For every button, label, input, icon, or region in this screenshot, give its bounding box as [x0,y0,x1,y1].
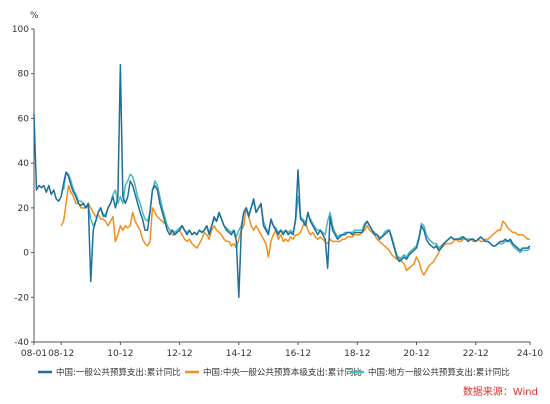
y-tick-label: 60 [18,114,30,124]
legend: 中国:一般公共预算支出:累计同比 中国:中央一般公共预算本级支出:累计同比 中国:地… [38,367,510,378]
x-tick-label: 08-01 [21,349,47,359]
x-tick-label: 16-12 [285,349,311,359]
data-source-note: 数据来源：Wind [462,387,538,398]
x-axis-ticks: 08-01 08-12 10-12 12-12 14-12 16-12 18-12 20-12… [21,342,543,359]
y-tick-label: 100 [12,25,29,35]
y-axis-ticks: 100 80 60 40 20 0 -20 -40 [12,25,34,348]
series-lines [33,64,531,299]
series-line-1 [33,64,531,299]
y-tick-label: -40 [14,338,29,348]
legend-item-1: 中国:一般公共预算支出:累计同比 [38,367,181,378]
y-tick-label: 20 [18,204,30,214]
y-tick-label: 80 [18,70,30,80]
y-tick-label: -20 [14,293,29,303]
x-tick-label: 10-12 [107,349,133,359]
x-tick-label: 22-12 [463,349,489,359]
x-tick-label: 18-12 [344,349,370,359]
x-tick-label: 08-12 [48,349,74,359]
legend-label: 中国:中央一般公共预算本级支出:累计同比 [203,367,362,378]
y-tick-label: 0 [23,249,29,259]
axes [33,29,530,343]
x-tick-label: 20-12 [403,349,429,359]
legend-item-3: 中国:地方一般公共预算支出:累计同比 [350,367,510,378]
legend-item-2: 中国:中央一般公共预算本级支出:累计同比 [185,367,362,378]
y-axis-unit-label: % [30,11,39,21]
x-tick-label: 24-10 [517,349,543,359]
legend-label: 中国:地方一般公共预算支出:累计同比 [368,367,510,378]
x-tick-label: 14-12 [226,349,252,359]
series-line-2 [60,184,530,276]
x-tick-label: 12-12 [167,349,193,359]
legend-label: 中国:一般公共预算支出:累计同比 [56,367,181,378]
y-tick-label: 40 [18,159,30,169]
